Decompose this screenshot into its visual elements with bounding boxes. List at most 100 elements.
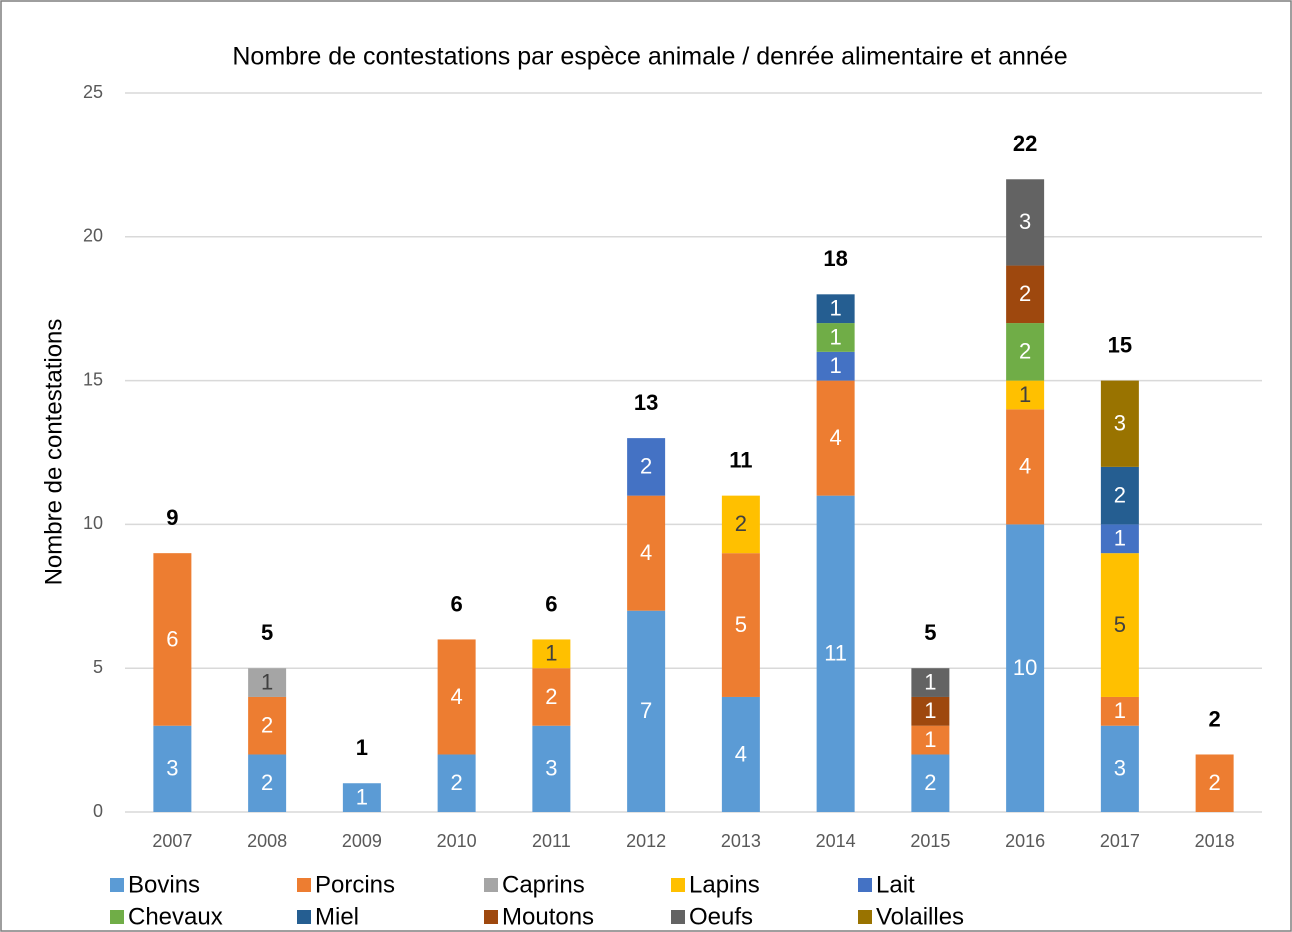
segment-label: 4 [735,741,747,766]
legend-swatch [484,878,498,892]
segment-label: 3 [166,756,178,781]
bar-segment [532,725,571,812]
x-tick-label: 2010 [437,831,477,851]
bar-segment [816,351,855,381]
segment-label: 4 [1019,454,1031,479]
y-tick-label: 20 [83,226,103,246]
segment-label: 1 [1114,526,1126,551]
bar-segment [721,696,760,812]
bar-segment [721,495,760,554]
segment-label: 3 [1114,756,1126,781]
bar-segment [911,696,950,726]
bar-segment [1006,179,1045,266]
total-label: 18 [823,246,847,271]
segment-label: 2 [545,684,557,709]
total-label: 6 [545,591,557,616]
x-tick-label: 2008 [247,831,287,851]
segment-label: 3 [1114,411,1126,436]
y-axis-label: Nombre de contestations [40,319,67,586]
segment-label: 1 [1019,382,1031,407]
x-tick-label: 2007 [152,831,192,851]
segment-label: 1 [924,669,936,694]
y-tick-label: 15 [83,369,103,389]
segment-label: 1 [924,727,936,752]
chart-title: Nombre de contestations par espèce anima… [232,43,1067,71]
bar-segment [627,495,666,611]
x-tick-label: 2011 [532,831,571,851]
segment-label: 1 [830,324,842,349]
x-tick-label: 2014 [816,831,856,851]
total-label: 1 [356,735,368,760]
bar-segment [248,668,287,697]
bar-segment [1006,380,1045,410]
x-tick-label: 2012 [626,831,666,851]
legend-label: Caprins [502,871,585,898]
legend-swatch [297,910,311,924]
y-tick-label: 5 [93,657,103,677]
bar-segment [911,668,950,697]
segment-label: 5 [735,612,747,637]
legend-label: Lait [876,871,915,898]
bar-segment [627,610,666,812]
segment-label: 2 [261,713,273,738]
total-label: 9 [166,505,178,530]
x-tick-label: 2018 [1195,831,1235,851]
total-label: 6 [451,591,463,616]
legend-swatch [110,910,124,924]
bar-segment [1006,409,1045,525]
bar-segment [816,294,855,324]
legend-swatch [858,910,872,924]
legend-label: Moutons [502,903,594,930]
bar-segment [1100,466,1139,525]
bar-segment [153,553,192,726]
bar-segment [342,783,381,812]
segment-label: 11 [824,641,847,666]
segment-label: 2 [1209,770,1221,795]
bar-segment [816,323,855,352]
bar-segment [437,639,476,755]
bar-segment [1006,524,1045,812]
total-label: 5 [261,620,273,645]
y-tick-label: 10 [83,513,103,533]
bar-segment [911,754,950,812]
segment-label: 2 [1114,482,1126,507]
bar-segment [1006,265,1045,324]
segment-label: 2 [261,770,273,795]
bar-segment [437,754,476,812]
legend-label: Volailles [876,903,964,930]
total-label: 15 [1108,332,1132,357]
x-tick-label: 2015 [910,831,950,851]
y-tick-label: 0 [93,801,103,821]
bar-segment [1100,553,1139,697]
segment-label: 1 [545,641,557,666]
segment-label: 2 [1019,339,1031,364]
total-label: 5 [924,620,936,645]
segment-label: 7 [640,698,652,723]
segment-label: 4 [830,425,842,450]
segment-label: 6 [166,626,178,651]
segment-label: 4 [451,684,463,709]
bar-segment [1100,725,1139,812]
segment-label: 5 [1114,612,1126,637]
bar-segment [721,553,760,697]
legend-swatch [858,878,872,892]
bar-segment [532,639,571,669]
legend-label: Porcins [315,871,395,898]
segment-label: 10 [1013,655,1037,680]
total-label: 13 [634,390,658,415]
segment-label: 2 [735,511,747,536]
segment-label: 1 [261,669,273,694]
segment-label: 2 [640,454,652,479]
legend-swatch [484,910,498,924]
legend-label: Chevaux [128,903,223,930]
segment-label: 3 [1019,209,1031,234]
legend-swatch [671,878,685,892]
segment-label: 1 [1114,698,1126,723]
bar-segment [1100,380,1139,467]
segment-label: 2 [1019,281,1031,306]
bar-segment [1006,323,1045,381]
bar-segment [627,438,666,496]
y-tick-label: 25 [83,82,103,102]
legend-label: Bovins [128,871,200,898]
